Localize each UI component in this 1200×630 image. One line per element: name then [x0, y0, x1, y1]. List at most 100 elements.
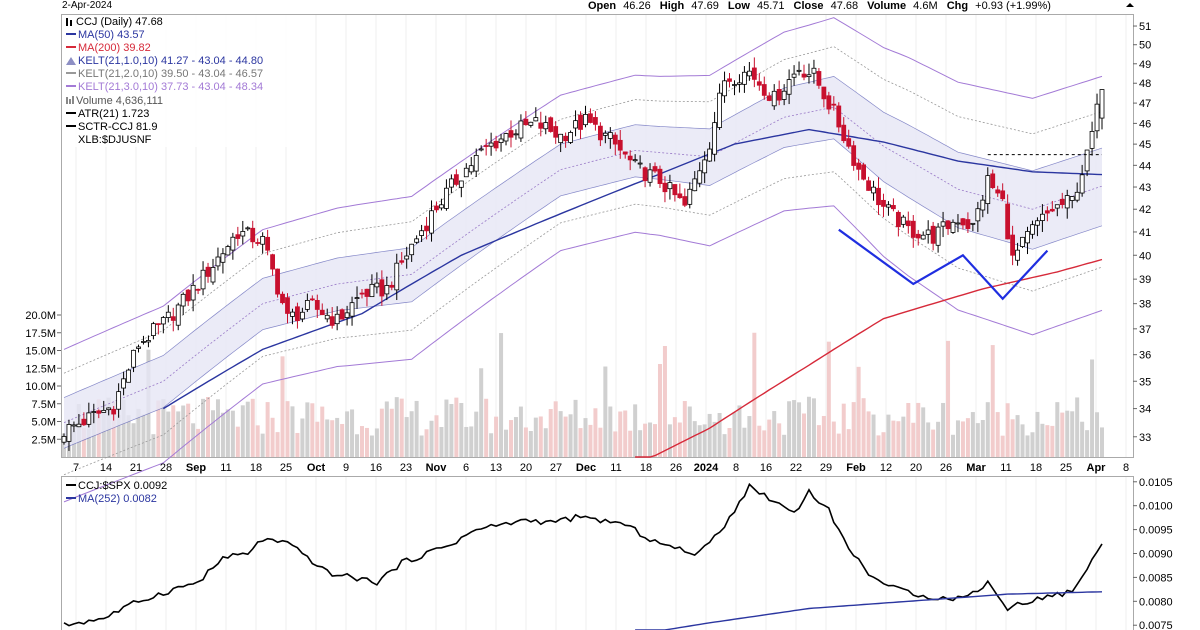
volume-bar — [474, 411, 479, 457]
candle-body — [379, 279, 385, 297]
candle-body — [811, 67, 817, 74]
candle — [1040, 204, 1045, 232]
candle — [995, 185, 1001, 197]
candle — [811, 59, 817, 84]
candle-body — [91, 411, 97, 413]
candle — [955, 214, 961, 233]
candle — [895, 210, 901, 237]
x-tick-label: 16 — [370, 462, 382, 474]
volume-bar — [379, 408, 384, 457]
ratio-panel: 0.0075 0.0080 0.0085 0.0090 0.0095 0.0100 0.01… — [63, 477, 1173, 630]
candle — [796, 61, 802, 76]
volume-bar — [1040, 423, 1045, 457]
candle-body — [116, 391, 122, 410]
price-tick-label: 44 — [1139, 160, 1151, 172]
candle-body — [955, 222, 961, 225]
candle-body — [612, 134, 618, 145]
candle-body — [597, 125, 603, 141]
candle — [409, 243, 415, 262]
candle-body — [776, 89, 782, 101]
volume-tick-label: 7.5M — [32, 399, 56, 411]
volume-bar — [384, 401, 389, 457]
volume-bar — [871, 414, 876, 457]
volume-bar — [389, 408, 394, 457]
volume-bar — [881, 432, 886, 457]
volume-bar — [1015, 415, 1020, 457]
candle-body — [518, 120, 524, 139]
candle — [275, 268, 280, 298]
volume-bar — [831, 421, 836, 457]
volume-bar — [583, 418, 588, 457]
x-tick-label: 26 — [940, 462, 952, 474]
candle-body — [1010, 234, 1016, 256]
header-date: 2-Apr-2024 — [62, 0, 112, 11]
candle-body — [712, 122, 718, 155]
volume-bar — [1035, 411, 1040, 457]
candle — [61, 433, 67, 445]
volume-bar — [628, 430, 633, 457]
candle — [175, 302, 181, 331]
candle — [359, 289, 365, 299]
candle — [1049, 200, 1055, 213]
candle-body — [1040, 213, 1045, 221]
candle — [101, 400, 107, 413]
ratio-ma252-line — [635, 591, 1103, 630]
x-tick-label: 26 — [670, 462, 682, 474]
legend-ma50: MA(50) 43.57 — [78, 29, 145, 41]
candle-body — [101, 410, 107, 413]
volume-bar — [504, 429, 509, 457]
volume-bar — [126, 415, 131, 457]
volume-bar — [215, 399, 220, 457]
volume-bar — [434, 415, 439, 457]
candle — [568, 130, 573, 145]
legend-volume: Volume 4,636,111 — [76, 95, 163, 107]
candle — [215, 247, 221, 271]
candle — [935, 223, 941, 253]
volume-bar — [186, 403, 191, 457]
candle — [200, 261, 206, 296]
candle-body — [230, 236, 236, 251]
candle — [165, 305, 171, 323]
candle — [816, 68, 822, 89]
candle-body — [563, 135, 569, 142]
volume-bar — [335, 417, 340, 457]
volume-bar — [951, 434, 956, 457]
candle — [1074, 182, 1080, 203]
volume-bar — [826, 341, 831, 457]
candle — [131, 349, 136, 373]
moving-averages — [162, 128, 1103, 458]
candle-body — [717, 92, 722, 128]
candle-body — [483, 145, 489, 147]
candle — [339, 308, 345, 320]
volume-bar — [598, 427, 603, 457]
candle-body — [915, 233, 921, 239]
volume-tick-label: 20.0M — [25, 310, 56, 322]
candle-body — [270, 254, 275, 270]
candle — [737, 74, 742, 93]
candle — [692, 171, 698, 192]
candle-body — [285, 297, 290, 314]
candle — [746, 61, 752, 81]
volume-bar — [176, 411, 181, 457]
candle — [826, 91, 832, 115]
candle-body — [895, 211, 901, 228]
legend-kelt2: KELT(21,2.0,10) 39.50 - 43.04 - 46.57 — [78, 68, 263, 80]
x-tick-label: 14 — [100, 462, 112, 474]
candle — [414, 235, 420, 244]
candle — [220, 248, 226, 274]
volume-bar — [578, 428, 583, 457]
price-tick-label: 39 — [1139, 274, 1151, 286]
candle-body — [394, 262, 400, 291]
candle-body — [647, 169, 653, 183]
caret-up-icon[interactable] — [1126, 3, 1134, 7]
open-label: Open — [588, 0, 616, 12]
candle-body — [632, 159, 638, 162]
candle — [453, 169, 459, 187]
candle — [588, 108, 593, 124]
volume-bar — [1080, 421, 1085, 457]
candle — [170, 307, 176, 332]
volume-bar — [121, 399, 126, 457]
volume-bar — [424, 429, 429, 457]
volume-bar — [350, 409, 355, 457]
volume-bar — [588, 424, 593, 457]
